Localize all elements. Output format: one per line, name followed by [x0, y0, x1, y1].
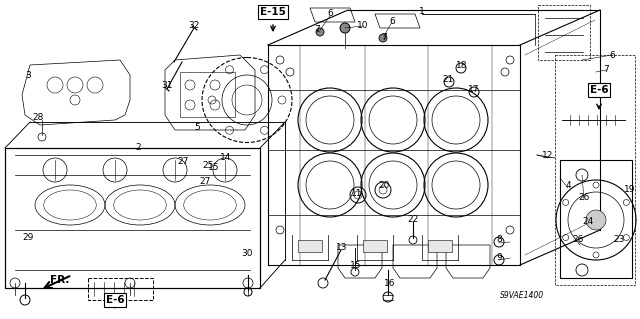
Text: E-6: E-6: [589, 85, 608, 95]
Text: 18: 18: [456, 61, 468, 70]
Text: 26: 26: [572, 235, 584, 244]
Circle shape: [586, 210, 606, 230]
Text: 29: 29: [22, 233, 34, 241]
Text: 27: 27: [199, 177, 211, 187]
Text: 31: 31: [161, 81, 173, 91]
Text: 13: 13: [336, 242, 348, 251]
Text: 30: 30: [241, 249, 253, 257]
Text: 24: 24: [582, 218, 594, 226]
Text: 6: 6: [609, 50, 615, 60]
Text: 20: 20: [378, 182, 390, 190]
Text: 6: 6: [389, 18, 395, 26]
Bar: [538, 5, 590, 60]
Text: 17: 17: [468, 85, 480, 93]
Text: 27: 27: [177, 158, 189, 167]
Text: 7: 7: [603, 65, 609, 75]
Text: 23: 23: [613, 235, 625, 244]
Text: 32: 32: [188, 20, 200, 29]
Bar: [88, 278, 153, 300]
Circle shape: [316, 28, 324, 36]
Text: 26: 26: [579, 194, 589, 203]
Text: 2: 2: [135, 144, 141, 152]
Text: 7: 7: [381, 33, 387, 42]
Bar: [5, 148, 260, 288]
Bar: [5, 148, 260, 288]
Text: 6: 6: [327, 10, 333, 19]
Circle shape: [379, 34, 387, 42]
Bar: [363, 240, 387, 252]
Bar: [298, 240, 322, 252]
Text: 15: 15: [350, 262, 362, 271]
Text: FR.: FR.: [51, 275, 70, 285]
Text: 22: 22: [408, 216, 419, 225]
Text: 12: 12: [542, 151, 554, 160]
Text: 11: 11: [351, 189, 363, 197]
Bar: [428, 240, 452, 252]
Text: 28: 28: [32, 114, 44, 122]
Text: 19: 19: [624, 186, 636, 195]
Bar: [555, 55, 635, 285]
Text: E-15: E-15: [260, 7, 286, 17]
Text: 7: 7: [314, 26, 320, 34]
Text: 16: 16: [384, 279, 396, 288]
Text: 14: 14: [220, 153, 232, 162]
Text: 15: 15: [208, 162, 220, 172]
Text: 25: 25: [202, 160, 214, 169]
Text: 8: 8: [496, 235, 502, 244]
Text: 10: 10: [357, 21, 369, 31]
Text: S9VAE1400: S9VAE1400: [500, 291, 544, 300]
Text: 3: 3: [25, 70, 31, 79]
Circle shape: [340, 23, 350, 33]
Bar: [5, 148, 260, 288]
Text: 5: 5: [194, 122, 200, 131]
Text: 21: 21: [442, 76, 454, 85]
Bar: [180, 72, 235, 117]
Text: 9: 9: [496, 254, 502, 263]
Text: 1: 1: [419, 8, 425, 17]
Text: 4: 4: [565, 181, 571, 189]
Text: E-6: E-6: [106, 295, 124, 305]
Bar: [560, 160, 632, 278]
